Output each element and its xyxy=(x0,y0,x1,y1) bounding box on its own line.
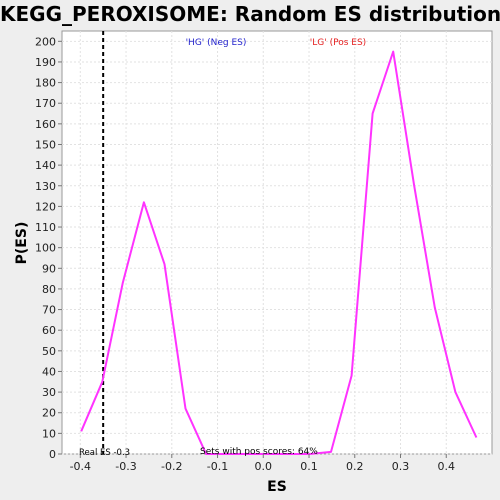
y-tick-label: 70 xyxy=(42,304,56,317)
y-tick-label: 80 xyxy=(42,283,56,296)
y-tick-label: 180 xyxy=(35,77,56,90)
y-tick-label: 190 xyxy=(35,56,56,69)
y-tick-label: 60 xyxy=(42,324,56,337)
series-layer xyxy=(80,50,478,455)
y-tick-label: 120 xyxy=(35,200,56,213)
y-tick-label: 140 xyxy=(35,159,56,172)
neg-es-label: 'HG' (Neg ES) xyxy=(186,38,247,48)
x-tick-label: -0.3 xyxy=(115,460,136,473)
y-tick-label: 30 xyxy=(42,386,56,399)
grid-lines xyxy=(62,31,492,455)
pos-scores-label: Sets with pos scores: 64% xyxy=(200,447,318,457)
y-tick-label: 200 xyxy=(35,35,56,48)
y-tick-label: 130 xyxy=(35,180,56,193)
y-tick-label: 50 xyxy=(42,345,56,358)
y-tick-label: 10 xyxy=(42,427,56,440)
x-tick-label: -0.1 xyxy=(207,460,228,473)
x-tick-label: -0.4 xyxy=(70,460,91,473)
plot-area xyxy=(61,30,493,455)
x-axis-label: ES xyxy=(267,479,287,495)
x-tick-label: 0.4 xyxy=(438,460,456,473)
y-tick-label: 40 xyxy=(42,365,56,378)
y-tick-label: 150 xyxy=(35,138,56,151)
x-tick-label: 0.2 xyxy=(346,460,364,473)
tick-label-layer: 0 10 20 30 40 50 60 70 80 90 100 110 120 130 140 150 160… xyxy=(35,35,455,473)
x-tick-label: 0.3 xyxy=(392,460,410,473)
x-tick-label: -0.2 xyxy=(161,460,182,473)
y-tick-label: 90 xyxy=(42,262,56,275)
y-tick-label: 110 xyxy=(35,221,56,234)
x-tick-label: 0.1 xyxy=(300,460,318,473)
random-es-series-line xyxy=(80,50,478,455)
y-tick-label: 0 xyxy=(49,448,56,461)
y-axis-label: P(ES) xyxy=(14,222,30,265)
x-tick-label: 0.0 xyxy=(255,460,273,473)
y-tick-label: 170 xyxy=(35,97,56,110)
y-tick-label: 20 xyxy=(42,407,56,420)
y-tick-label: 100 xyxy=(35,242,56,255)
chart-title: KEGG_PEROXISOME: Random ES distribution xyxy=(0,2,500,26)
real-es-label: Real ES -0.3 xyxy=(79,448,130,458)
pos-es-label: 'LG' (Pos ES) xyxy=(310,38,366,48)
y-tick-label: 160 xyxy=(35,118,56,131)
